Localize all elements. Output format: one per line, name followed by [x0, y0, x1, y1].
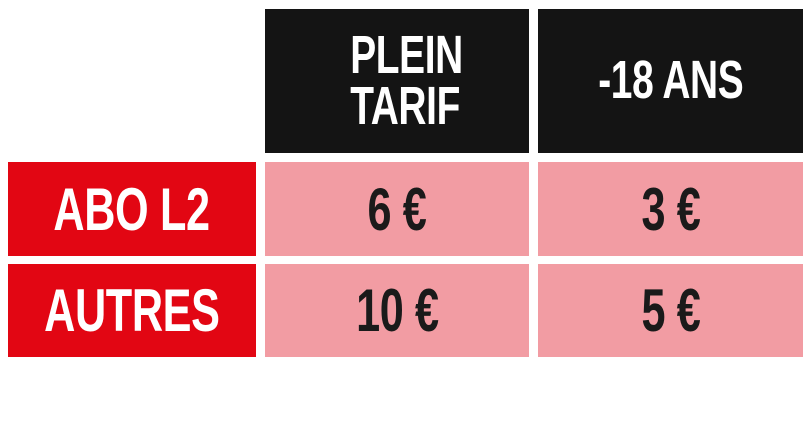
row-label: ABO L2 [53, 175, 211, 243]
price-cell: 6 € [265, 162, 529, 256]
price-value: 5 € [641, 277, 700, 344]
price-value: 3 € [641, 175, 700, 243]
row-label-abo-l2: ABO L2 [8, 162, 256, 256]
header-plein-tarif: PLEIN TARIF [265, 9, 529, 153]
price-cell: 10 € [265, 264, 529, 357]
price-value: 6 € [367, 175, 427, 243]
price-cell: 3 € [538, 162, 803, 256]
price-value: 10 € [355, 277, 439, 344]
header-label: PLEIN TARIF [350, 24, 463, 136]
header-label: -18 ANS [597, 50, 744, 111]
price-cell: 5 € [538, 264, 803, 357]
header-moins-18-ans: -18 ANS [538, 9, 803, 153]
row-label: AUTRES [44, 277, 220, 344]
row-label-autres: AUTRES [8, 264, 256, 357]
